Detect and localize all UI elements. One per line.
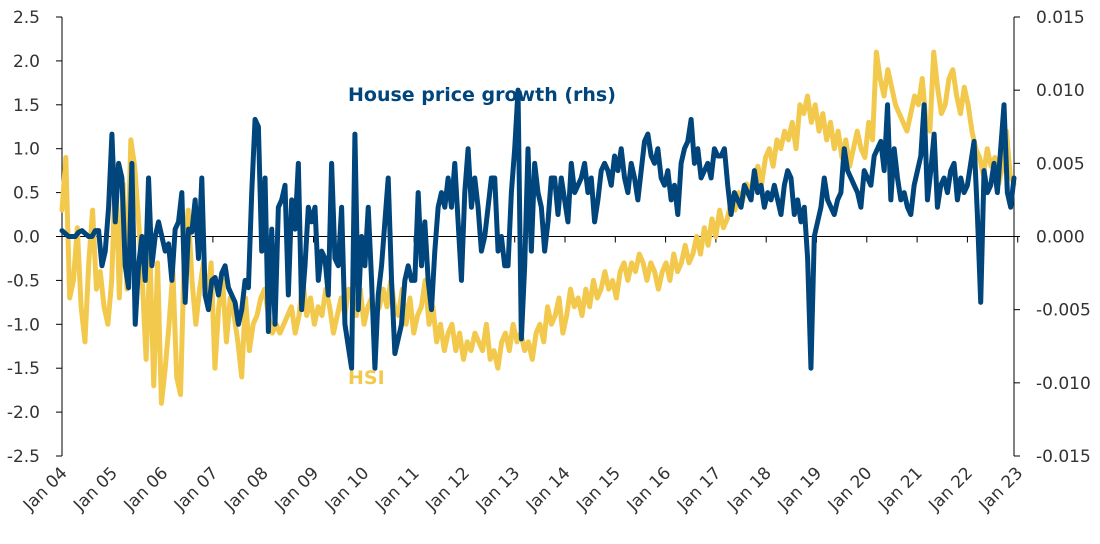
right-tick-label: 0.015 [1036, 8, 1085, 28]
x-tick-label: Jan 22 [924, 463, 977, 516]
x-tick-label: Jan 08 [220, 463, 273, 516]
x-tick-label: Jan 18 [723, 463, 776, 516]
right-tick-label: -0.010 [1036, 374, 1091, 394]
left-tick-label: 0.0 [13, 228, 40, 248]
left-tick-label: -0.5 [7, 271, 40, 291]
right-tick-label: -0.015 [1036, 447, 1091, 467]
x-tick-label: Jan 15 [572, 463, 625, 516]
right-y-axis: -0.015 -0.010 -0.005 0.000 0.005 0.010 0.015 [1013, 8, 1091, 467]
left-tick-label: -2.5 [7, 447, 40, 467]
x-tick-label: Jan 13 [472, 463, 525, 516]
x-tick-label: Jan 12 [421, 463, 474, 516]
x-tick-label: Jan 16 [623, 463, 676, 516]
x-tick-label: Jan 04 [19, 463, 72, 516]
x-tick-label: Jan 23 [975, 463, 1028, 516]
series-label-house-price-growth: House price growth (rhs) [348, 84, 616, 106]
x-tick-label: Jan 11 [371, 463, 424, 516]
left-tick-label: 1.0 [13, 140, 40, 160]
x-tick-label: Jan 21 [874, 463, 927, 516]
x-tick-label: Jan 14 [522, 463, 575, 516]
series-line-house-price-growth [59, 87, 1017, 371]
x-tick-label: Jan 10 [321, 463, 374, 516]
left-y-axis: -2.5 -2.0 -1.5 -1.0 -0.5 0.0 0.5 1.0 1.5 2.0 2.5 [7, 8, 63, 467]
x-tick-label: Jan 20 [824, 463, 877, 516]
x-tick-label: Jan 06 [120, 463, 173, 516]
x-tick-label: Jan 09 [271, 463, 324, 516]
left-tick-label: -1.5 [7, 359, 40, 379]
x-tick-label: Jan 17 [673, 463, 726, 516]
left-tick-label: 2.0 [13, 52, 40, 72]
right-tick-label: 0.010 [1036, 81, 1085, 101]
right-tick-label: 0.000 [1036, 228, 1085, 248]
left-tick-label: 2.5 [13, 8, 40, 28]
left-tick-label: -2.0 [7, 403, 40, 423]
left-tick-label: 0.5 [13, 184, 40, 204]
series-label-hsi: HSI [348, 367, 385, 389]
right-tick-label: 0.005 [1036, 154, 1085, 174]
right-tick-label: -0.005 [1036, 301, 1091, 321]
x-tick-label: Jan 07 [170, 463, 223, 516]
x-tick-label: Jan 05 [69, 463, 122, 516]
x-tick-label: Jan 19 [774, 463, 827, 516]
left-tick-label: 1.5 [13, 96, 40, 116]
series-layer [59, 49, 1017, 406]
left-tick-label: -1.0 [7, 315, 40, 335]
